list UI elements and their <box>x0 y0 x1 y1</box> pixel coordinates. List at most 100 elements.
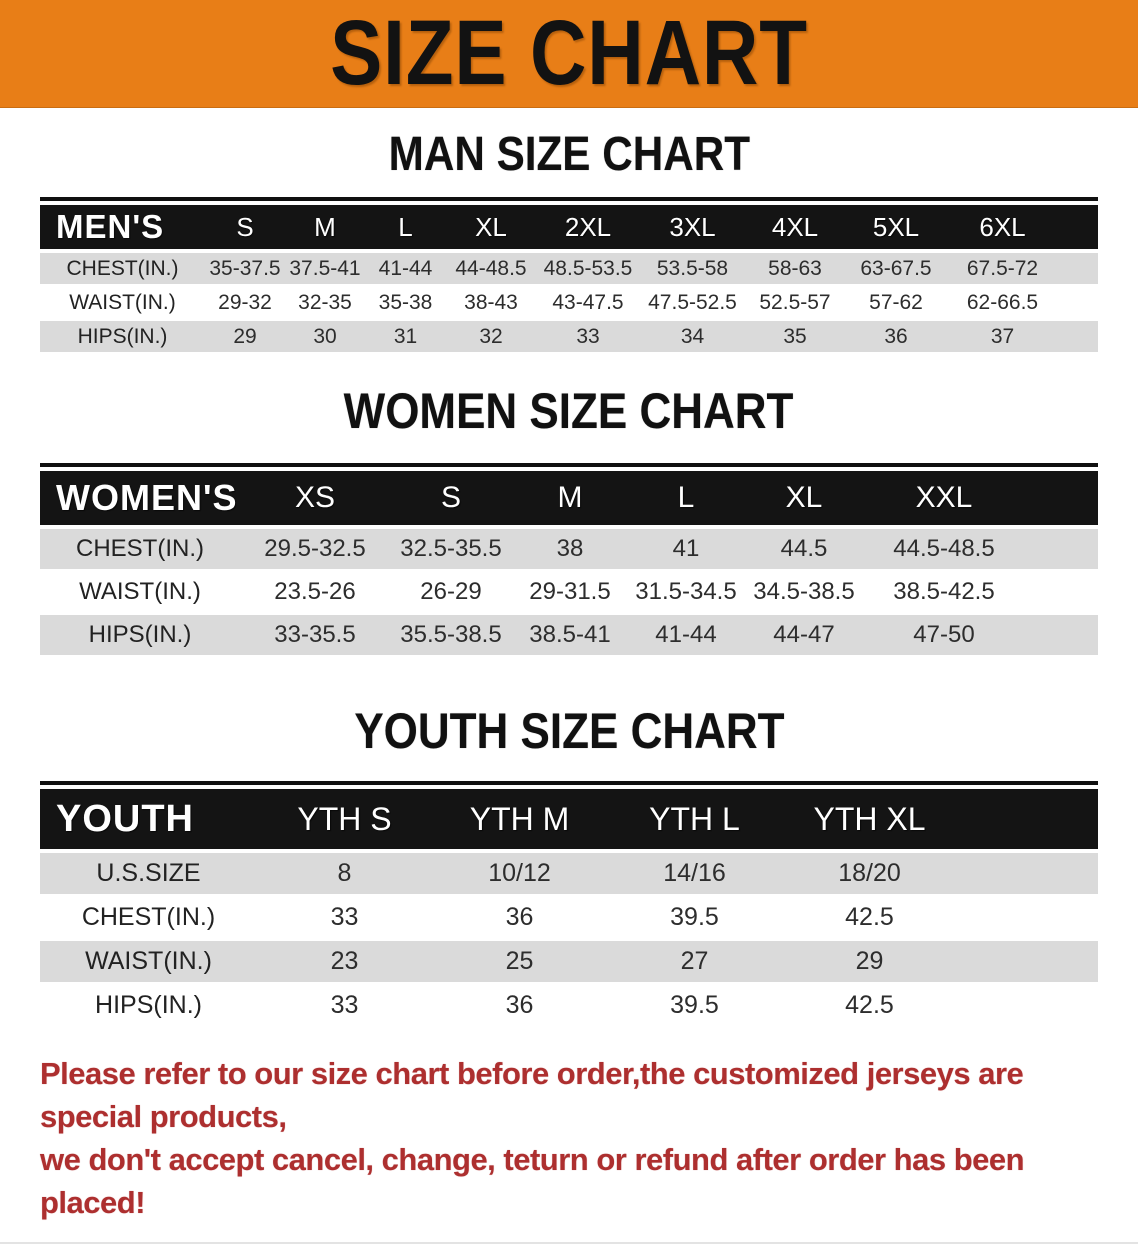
measurement-value: 52.5-57 <box>745 284 845 320</box>
measurement-label: HIPS(IN.) <box>40 982 257 1026</box>
measurement-row: HIPS(IN.) 29 30 31 32 33 34 35 36 37 <box>40 318 1098 352</box>
size-column-header: S <box>205 205 285 253</box>
men-section-title-text: MAN SIZE CHART <box>388 128 750 181</box>
size-column-header: XL <box>446 205 536 253</box>
size-header-row: WOMEN'S XS S M L XL XXL <box>40 471 1098 529</box>
youth-size-table-wrap: YOUTH YTH S YTH M YTH L YTH XL U.S.SIZE 8 10/12… <box>40 781 1098 1026</box>
banner-title: SIZE CHART <box>330 2 808 104</box>
measurement-row: HIPS(IN.) 33-35.5 35.5-38.5 38.5-41 41-44 44-… <box>40 612 1098 655</box>
size-header-row: MEN'S S M L XL 2XL 3XL 4XL 5XL 6XL <box>40 205 1098 253</box>
measurement-value: 18/20 <box>782 849 957 896</box>
filler-cell <box>957 938 1098 984</box>
youth-section-title-text: YOUTH SIZE CHART <box>353 703 785 759</box>
size-chart-body: MAN SIZE CHART MEN'S S M L XL 2XL 3XL 4XL 5XL 6XL… <box>0 129 1138 1244</box>
size-column-header: 4XL <box>745 205 845 253</box>
measurement-value: 29.5-32.5 <box>240 525 390 571</box>
measurement-value: 63-67.5 <box>845 249 947 286</box>
men-size-table-wrap: MEN'S S M L XL 2XL 3XL 4XL 5XL 6XL CHEST(IN.) 35-37… <box>40 197 1098 352</box>
filler-cell <box>1024 471 1098 529</box>
measurement-value: 32-35 <box>285 284 365 320</box>
filler-cell <box>1058 318 1098 352</box>
women-size-table-wrap: WOMEN'S XS S M L XL XXL CHEST(IN.) 29.5-32.5 32.5… <box>40 463 1098 655</box>
measurement-value: 33 <box>257 894 432 940</box>
measurement-label: CHEST(IN.) <box>40 525 240 571</box>
size-column-header: S <box>390 471 512 529</box>
measurement-value: 41-44 <box>628 612 744 655</box>
measurement-value: 10/12 <box>432 849 607 896</box>
measurement-value: 47.5-52.5 <box>640 284 745 320</box>
measurement-row: WAIST(IN.) 29-32 32-35 35-38 38-43 43-47.5 47.… <box>40 284 1098 320</box>
size-column-header: XS <box>240 471 390 529</box>
size-column-header: L <box>365 205 446 253</box>
filler-cell <box>957 849 1098 896</box>
measurement-value: 29-31.5 <box>512 569 628 614</box>
measurement-row: HIPS(IN.) 33 36 39.5 42.5 <box>40 982 1098 1026</box>
measurement-label: WAIST(IN.) <box>40 569 240 614</box>
men-section-title: MAN SIZE CHART <box>0 129 1138 181</box>
women-section-title-text: WOMEN SIZE CHART <box>344 383 794 439</box>
youth-section-title: YOUTH SIZE CHART <box>0 703 1138 759</box>
measurement-row: WAIST(IN.) 23 25 27 29 <box>40 938 1098 984</box>
measurement-label: HIPS(IN.) <box>40 318 205 352</box>
measurement-value: 37.5-41 <box>285 249 365 286</box>
measurement-value: 35-38 <box>365 284 446 320</box>
measurement-value: 29 <box>782 938 957 984</box>
measurement-value: 33-35.5 <box>240 612 390 655</box>
measurement-value: 37 <box>947 318 1058 352</box>
measurement-value: 36 <box>845 318 947 352</box>
size-header-row: YOUTH YTH S YTH M YTH L YTH XL <box>40 789 1098 853</box>
measurement-value: 32.5-35.5 <box>390 525 512 571</box>
women-section-title: WOMEN SIZE CHART <box>0 383 1138 439</box>
filler-cell <box>1024 525 1098 571</box>
size-column-header: XL <box>744 471 864 529</box>
measurement-value: 58-63 <box>745 249 845 286</box>
measurement-value: 14/16 <box>607 849 782 896</box>
measurement-value: 35.5-38.5 <box>390 612 512 655</box>
measurement-value: 42.5 <box>782 982 957 1026</box>
size-column-header: YTH L <box>607 789 782 853</box>
table-group-label: WOMEN'S <box>40 471 240 529</box>
measurement-value: 31 <box>365 318 446 352</box>
measurement-value: 30 <box>285 318 365 352</box>
order-policy-note: Please refer to our size chart before or… <box>40 1052 1102 1224</box>
measurement-value: 36 <box>432 894 607 940</box>
size-column-header: 6XL <box>947 205 1058 253</box>
measurement-value: 57-62 <box>845 284 947 320</box>
measurement-label: U.S.SIZE <box>40 849 257 896</box>
measurement-label: CHEST(IN.) <box>40 894 257 940</box>
size-column-header: 3XL <box>640 205 745 253</box>
measurement-value: 44.5 <box>744 525 864 571</box>
measurement-value: 44.5-48.5 <box>864 525 1024 571</box>
measurement-value: 38-43 <box>446 284 536 320</box>
measurement-label: WAIST(IN.) <box>40 938 257 984</box>
measurement-value: 35 <box>745 318 845 352</box>
measurement-value: 44-47 <box>744 612 864 655</box>
measurement-value: 43-47.5 <box>536 284 640 320</box>
table-group-label: YOUTH <box>40 789 257 853</box>
filler-cell <box>1058 249 1098 286</box>
youth-size-section: YOUTH SIZE CHART YOUTH YTH S YTH M YTH L YTH… <box>0 703 1138 1026</box>
measurement-value: 53.5-58 <box>640 249 745 286</box>
measurement-row: CHEST(IN.) 33 36 39.5 42.5 <box>40 894 1098 940</box>
measurement-value: 62-66.5 <box>947 284 1058 320</box>
size-column-header: XXL <box>864 471 1024 529</box>
size-column-header: 2XL <box>536 205 640 253</box>
measurement-value: 31.5-34.5 <box>628 569 744 614</box>
measurement-value: 67.5-72 <box>947 249 1058 286</box>
filler-cell <box>1058 205 1098 253</box>
measurement-value: 42.5 <box>782 894 957 940</box>
measurement-value: 33 <box>536 318 640 352</box>
measurement-value: 32 <box>446 318 536 352</box>
filler-cell <box>1058 284 1098 320</box>
measurement-row: WAIST(IN.) 23.5-26 26-29 29-31.5 31.5-34.5 34… <box>40 569 1098 614</box>
policy-line-2: we don't accept cancel, change, teturn o… <box>40 1142 1025 1220</box>
table-group-label: MEN'S <box>40 205 205 253</box>
filler-cell <box>957 982 1098 1026</box>
youth-size-table: YOUTH YTH S YTH M YTH L YTH XL U.S.SIZE 8 10/12… <box>40 789 1098 1026</box>
size-column-header: M <box>285 205 365 253</box>
measurement-value: 47-50 <box>864 612 1024 655</box>
filler-cell <box>957 894 1098 940</box>
measurement-value: 38.5-42.5 <box>864 569 1024 614</box>
measurement-value: 39.5 <box>607 982 782 1026</box>
filler-cell <box>1024 612 1098 655</box>
